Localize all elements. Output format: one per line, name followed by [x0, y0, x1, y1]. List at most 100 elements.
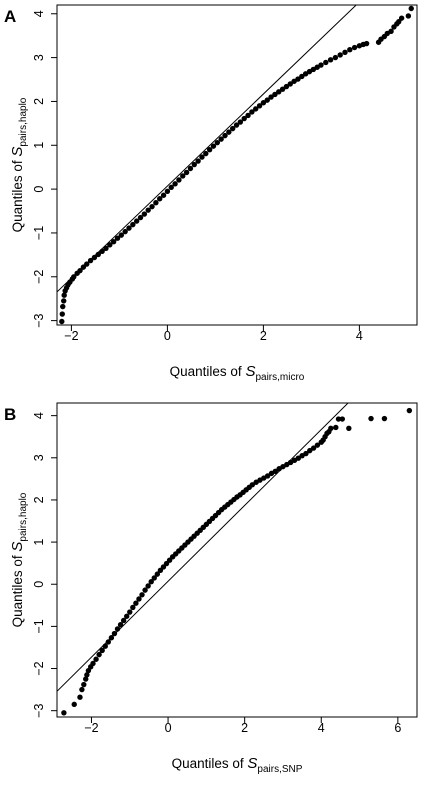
data-point: [218, 136, 224, 142]
data-point: [310, 445, 317, 451]
data-point: [283, 83, 290, 90]
data-point: [145, 207, 151, 213]
data-point: [229, 125, 236, 132]
y-tick-label: 2: [32, 98, 46, 105]
data-point: [332, 54, 339, 61]
data-point: [368, 415, 374, 422]
y-tick-label: 2: [32, 496, 46, 503]
data-point: [210, 143, 217, 149]
data-point: [102, 643, 108, 649]
x-tick-label: 2: [241, 721, 248, 735]
data-point: [381, 415, 388, 422]
data-point: [60, 303, 66, 310]
data-point: [124, 613, 130, 619]
y-tick-label: −1: [32, 226, 46, 240]
x-axis-title: Quantiles of Spairs,SNP: [172, 755, 303, 775]
data-point: [111, 630, 118, 637]
data-point: [122, 228, 128, 235]
data-point: [142, 587, 148, 593]
data-point: [268, 94, 274, 100]
data-point: [347, 47, 353, 53]
data-point: [264, 473, 271, 479]
y-tick-label: 0: [32, 186, 46, 193]
data-point: [103, 245, 109, 251]
data-point: [91, 254, 98, 261]
panel-b: B −2 0 2 4 6 −3 −2 −1 0 1 2 3 4 Quantiles of Spairs,SN…: [4, 402, 418, 775]
data-point: [77, 267, 83, 274]
x-tick-label: −2: [64, 329, 78, 343]
data-point: [272, 91, 278, 98]
data-point: [126, 225, 132, 231]
data-point: [279, 86, 286, 92]
data-point: [133, 600, 139, 606]
data-point: [299, 73, 305, 80]
data-point: [79, 686, 85, 693]
data-point: [256, 103, 263, 109]
data-point: [154, 571, 161, 577]
data-point: [160, 192, 167, 198]
data-point: [59, 318, 65, 325]
data-point: [77, 694, 83, 700]
data-point: [71, 274, 77, 280]
y-tick-label: −1: [32, 619, 46, 633]
data-point: [153, 199, 159, 206]
data-point: [408, 5, 414, 12]
data-point: [199, 154, 205, 160]
data-point: [117, 621, 124, 628]
data-point: [233, 122, 240, 128]
y-tick-label: 1: [32, 142, 46, 149]
data-point: [157, 196, 163, 202]
data-point: [276, 89, 282, 95]
data-point: [139, 592, 145, 598]
data-point: [226, 129, 232, 135]
data-point: [110, 239, 117, 245]
x-tick-label: 4: [356, 329, 363, 343]
data-point: [172, 181, 178, 187]
data-point: [83, 676, 89, 682]
data-point: [96, 651, 102, 658]
data-point: [99, 248, 105, 255]
y-axis-title-symbol: S: [9, 147, 26, 157]
plot-frame: [56, 402, 418, 718]
data-point: [137, 214, 144, 221]
x-axis-title-symbol: S: [245, 363, 255, 380]
data-point: [303, 450, 309, 457]
data-point: [314, 442, 321, 448]
data-point: [130, 604, 136, 611]
x-tick-label: 4: [318, 721, 325, 735]
plot-frame: [56, 4, 418, 326]
panel-letter: B: [4, 405, 16, 424]
data-point: [145, 583, 151, 589]
data-point: [195, 158, 201, 164]
data-point: [346, 425, 352, 431]
data-point: [114, 626, 121, 632]
data-point: [108, 635, 115, 641]
data-point: [90, 660, 96, 667]
y-axis-title-prefix: Quantiles of: [10, 552, 25, 628]
y-tick-label: −3: [32, 313, 46, 327]
data-point: [81, 681, 87, 688]
data-point: [249, 482, 256, 488]
data-point: [176, 177, 182, 183]
x-tick-label: 0: [165, 721, 172, 735]
data-point: [183, 169, 190, 176]
data-point: [214, 139, 221, 146]
data-point: [127, 609, 133, 615]
y-tick-label: 0: [32, 581, 46, 588]
data-point: [342, 49, 348, 56]
y-tick-label: −3: [32, 704, 46, 718]
data-point: [351, 44, 358, 51]
y-tick-label: 1: [32, 539, 46, 546]
data-point: [187, 165, 194, 172]
y-axis-title-prefix: Quantiles of: [10, 157, 25, 233]
y-axis-title: Quantiles of Spairs,haplo: [9, 97, 29, 232]
data-point: [337, 52, 343, 58]
data-point: [95, 251, 101, 258]
x-tick-label: 0: [164, 329, 171, 343]
data-point: [333, 424, 339, 431]
data-point: [388, 28, 394, 35]
data-point: [84, 672, 90, 678]
x-axis-title-subscript: pairs,SNP: [257, 764, 302, 775]
x-tick-label: 2: [260, 329, 267, 343]
y-tick-label: −2: [32, 661, 46, 675]
